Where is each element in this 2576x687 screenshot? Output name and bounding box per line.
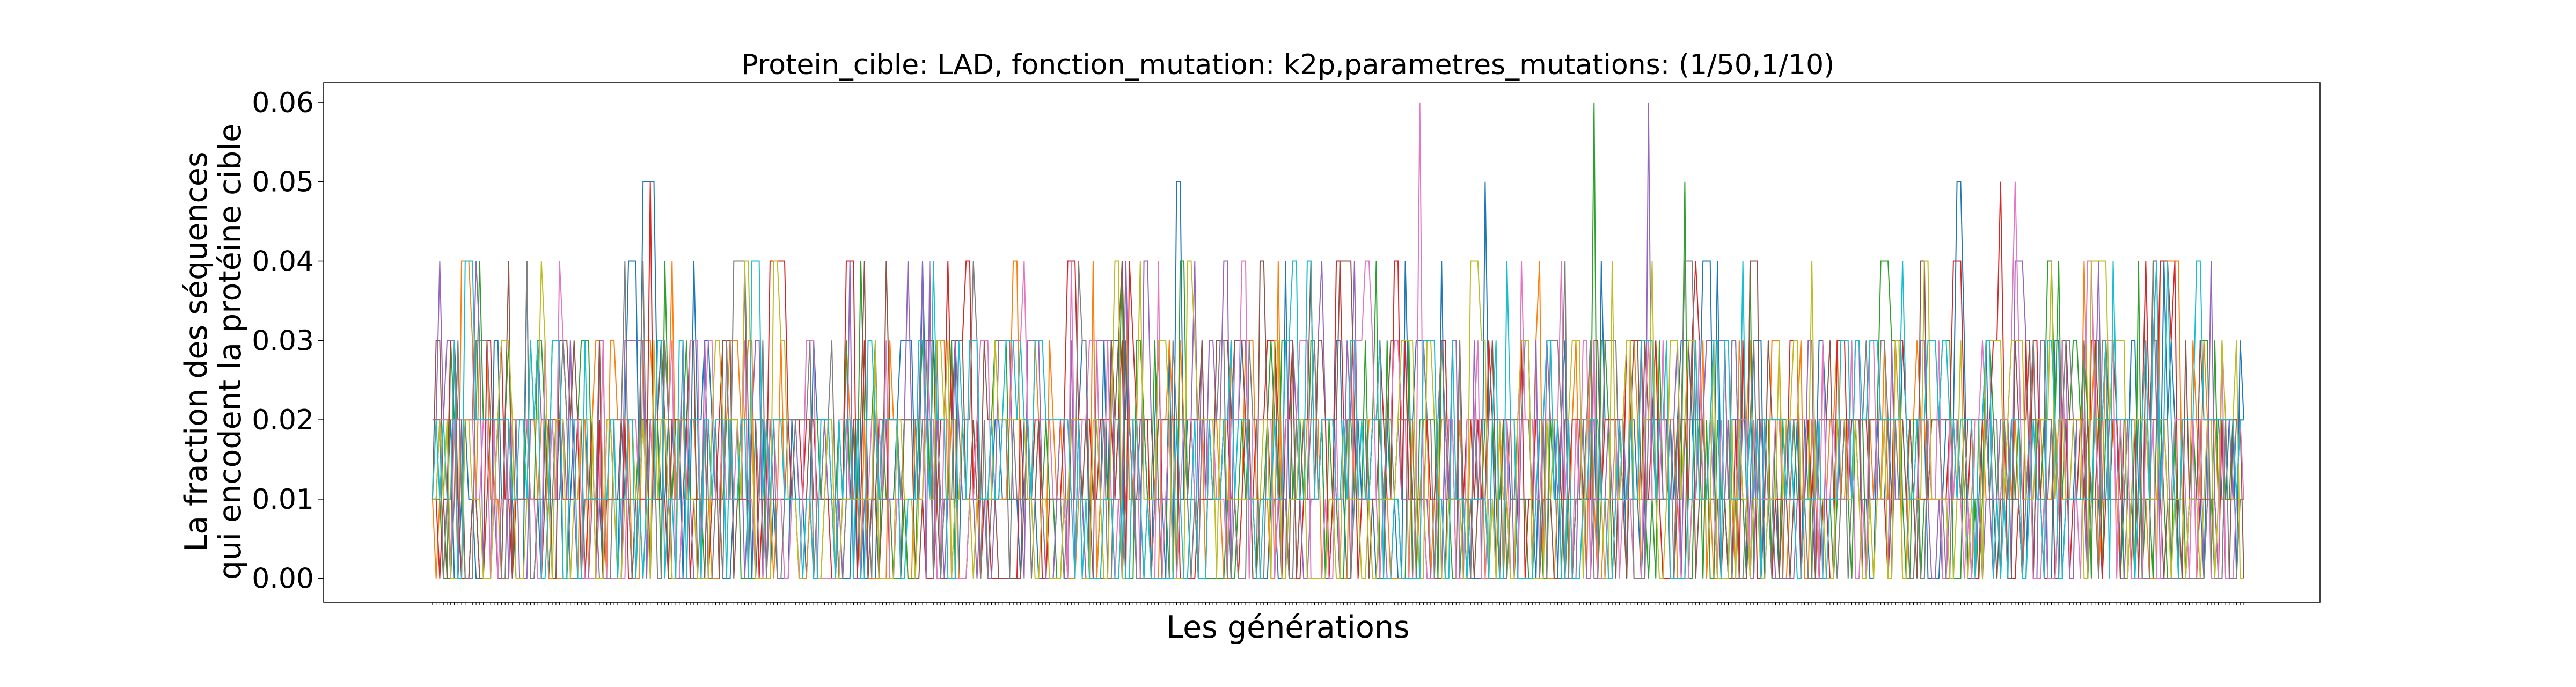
chart-title: Protein_cible: LAD, fonction_mutation: k… xyxy=(742,49,1835,81)
x-axis-label: Les générations xyxy=(1166,610,1409,645)
y-axis-label-line-1: La fraction des séquences xyxy=(179,151,214,551)
series-line-10 xyxy=(431,260,2244,579)
series-layer xyxy=(431,102,2244,579)
y-tick-label: 0.00 xyxy=(252,563,314,595)
plot-frame xyxy=(323,82,2321,603)
y-tick-label: 0.01 xyxy=(252,484,314,516)
y-tick-label: 0.06 xyxy=(252,87,314,119)
x-ticks xyxy=(432,602,2244,605)
y-tick-layer: 0.00 0.01 0.02 0.03 0.04 0.05 0.06 xyxy=(252,87,324,595)
y-tick-label: 0.03 xyxy=(252,325,314,357)
series-line-6 xyxy=(431,260,2244,579)
series-line-9 xyxy=(432,260,2244,579)
y-tick-label: 0.04 xyxy=(252,246,314,278)
y-tick-label: 0.05 xyxy=(252,166,314,199)
y-axis-label-line-2: qui encodent la protéine cible xyxy=(213,123,248,580)
y-tick-label: 0.02 xyxy=(252,404,314,436)
y-axis-label: La fraction des séquences qui encodent l… xyxy=(179,123,248,580)
x-tick-layer xyxy=(432,602,2244,605)
